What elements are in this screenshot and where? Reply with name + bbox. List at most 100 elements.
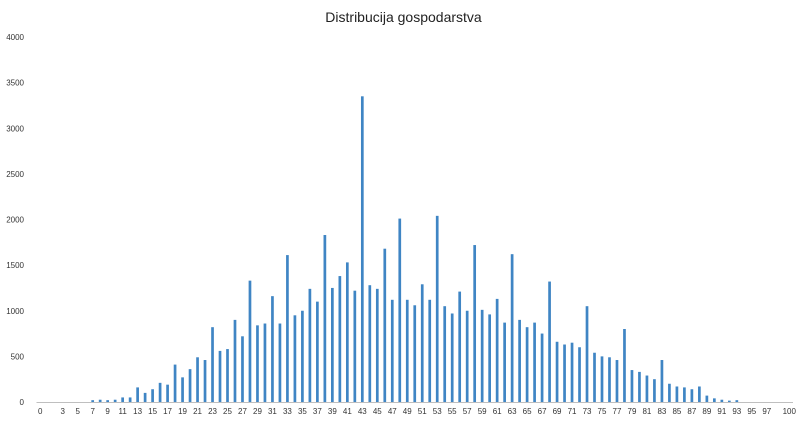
bar: [368, 285, 372, 402]
y-tick-label: 3500: [6, 79, 24, 88]
bar: [405, 299, 409, 402]
x-tick-label: 51: [418, 407, 427, 416]
bar: [585, 306, 589, 402]
x-axis-ticks: 0 3 5 7 9 11 13 15 17 19 21 23 25 27 29 31 33 35 37 39 41 43 4…: [38, 407, 796, 416]
x-tick-label: 41: [343, 407, 352, 416]
y-tick-label: 500: [11, 352, 25, 361]
bar: [668, 383, 671, 402]
bar: [286, 255, 289, 402]
bar: [525, 327, 529, 402]
y-tick-label: 2500: [6, 170, 24, 179]
bar: [196, 357, 199, 402]
x-tick-label: 3: [60, 407, 65, 416]
y-tick-label: 1500: [6, 261, 24, 270]
x-tick-label: 35: [298, 407, 307, 416]
bar: [630, 370, 634, 402]
bar: [226, 349, 229, 402]
bar: [495, 298, 499, 402]
bar: [106, 400, 110, 402]
x-tick-label: 61: [493, 407, 502, 416]
x-tick-label: 29: [253, 407, 262, 416]
bar: [345, 262, 349, 402]
x-tick-label: 75: [598, 407, 607, 416]
x-tick-label: 59: [478, 407, 487, 416]
x-tick-label: 43: [358, 407, 367, 416]
bar: [128, 397, 132, 402]
bar: [638, 371, 641, 402]
bar: [510, 254, 514, 402]
x-tick-label: 45: [373, 407, 382, 416]
bar: [450, 313, 454, 402]
bar: [653, 379, 656, 402]
bar: [158, 382, 162, 402]
x-tick-label: 53: [433, 407, 442, 416]
bar: [570, 342, 574, 402]
bar: [705, 395, 709, 402]
x-tick-label: 71: [568, 407, 577, 416]
x-tick-label: 81: [642, 407, 651, 416]
bar: [615, 360, 619, 402]
bar: [91, 400, 95, 402]
x-tick-label: 85: [672, 407, 681, 416]
bar: [211, 327, 214, 402]
bar: [301, 310, 304, 402]
bar: [121, 397, 124, 402]
x-tick-label: 37: [313, 407, 322, 416]
y-tick-label: 2000: [6, 216, 24, 225]
bar: [533, 322, 536, 402]
x-tick-label: 89: [702, 407, 711, 416]
x-tick-label: 55: [448, 407, 457, 416]
y-tick-label: 3000: [6, 124, 24, 133]
x-tick-label: 65: [523, 407, 532, 416]
bar: [241, 336, 244, 402]
bar: [263, 323, 267, 402]
x-tick-label: 39: [328, 407, 337, 416]
bar: [218, 350, 222, 402]
bar: [578, 347, 581, 402]
bar: [143, 392, 147, 403]
bar: [390, 299, 394, 402]
bar: [203, 360, 207, 402]
bar: [278, 323, 282, 402]
bar: [331, 287, 334, 402]
x-tick-label: 87: [687, 407, 696, 416]
x-tick-label: 100: [783, 407, 797, 416]
bar: [645, 375, 649, 402]
x-tick-label: 57: [463, 407, 472, 416]
bar: [480, 309, 484, 402]
x-tick-label: 97: [762, 407, 771, 416]
bar: [383, 248, 387, 402]
x-tick-label: 5: [75, 407, 80, 416]
bar: [136, 387, 139, 402]
bar: [256, 325, 259, 402]
x-tick-label: 23: [208, 407, 217, 416]
bar: [151, 389, 154, 402]
bar: [735, 400, 739, 402]
bar: [435, 215, 439, 402]
bar: [660, 360, 664, 402]
bar: [593, 352, 596, 402]
x-tick-label: 83: [657, 407, 666, 416]
bar: [548, 281, 551, 402]
x-tick-label: 77: [613, 407, 622, 416]
bar: [316, 301, 319, 403]
bar: [353, 290, 357, 402]
x-tick-label: 19: [178, 407, 187, 416]
bar: [360, 96, 364, 402]
x-tick-label: 73: [583, 407, 592, 416]
bar: [293, 315, 297, 402]
y-axis-ticks: 0 500 1000 1500 2000 2500 3000 3500 4000: [6, 33, 24, 407]
bar: [166, 384, 169, 402]
x-tick-label: 15: [148, 407, 157, 416]
bar: [465, 310, 469, 402]
bar: [98, 399, 102, 402]
x-tick-label: 0: [38, 407, 43, 416]
bar: [503, 322, 506, 402]
bar: [540, 333, 544, 402]
bar: [518, 319, 521, 403]
bar: [690, 389, 694, 402]
bar: [720, 399, 724, 402]
bar: [173, 364, 177, 402]
y-tick-label: 4000: [6, 33, 24, 42]
